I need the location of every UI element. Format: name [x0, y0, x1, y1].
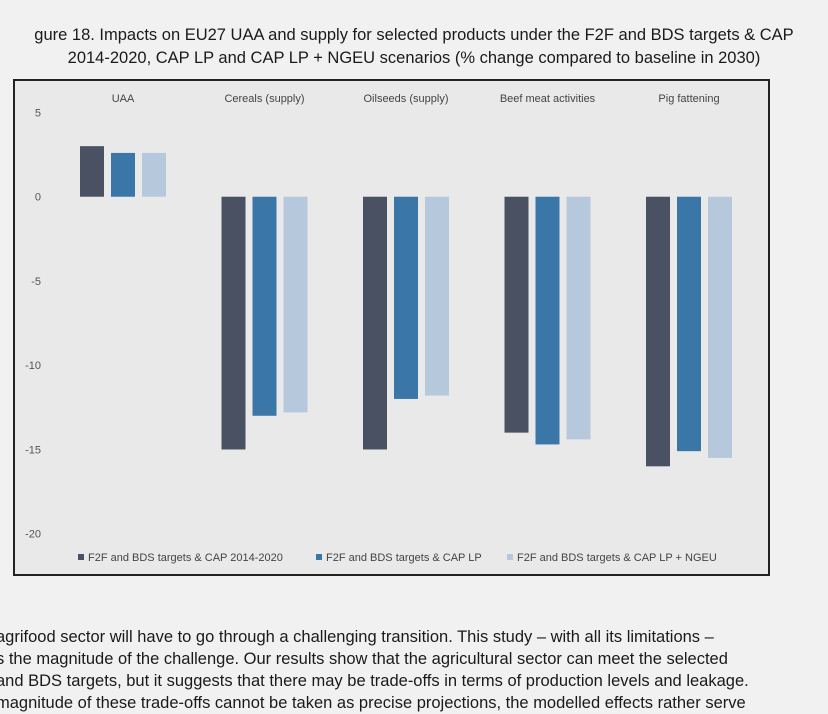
bar: [535, 196, 560, 445]
body-line: and BDS targets, but it suggests that th…: [0, 672, 749, 690]
bar: [111, 152, 135, 197]
body-line: s the magnitude of the challenge. Our re…: [0, 650, 728, 668]
bar: [80, 146, 104, 197]
bar: [252, 196, 277, 416]
y-tick-label: -15: [25, 444, 41, 456]
bar: [646, 196, 670, 467]
bar: [394, 196, 418, 399]
bar: [504, 196, 529, 433]
body-line: magnitude of these trade-offs cannot be …: [0, 694, 746, 712]
bar: [221, 196, 246, 450]
caption-line-1: gure 18. Impacts on EU27 UAA and supply …: [34, 26, 794, 44]
chart-frame: 5 0 -5 -10 -15 -20 UAA Cereals (supply) Oilseeds…: [13, 79, 770, 576]
category-label: Cereals (supply): [224, 93, 304, 105]
bar: [566, 196, 591, 440]
y-tick-label: 0: [35, 192, 41, 204]
legend-label: F2F and BDS targets & CAP 2014-2020: [88, 552, 283, 564]
y-tick-label: -5: [31, 276, 41, 288]
bar: [142, 152, 166, 197]
category-label: Beef meat activities: [500, 93, 596, 105]
bar: [677, 196, 701, 452]
bar: [363, 196, 387, 450]
y-tick-label: -10: [25, 360, 41, 372]
bar-chart: 5 0 -5 -10 -15 -20 UAA Cereals (supply) Oilseeds…: [25, 93, 732, 564]
legend-swatch: [507, 554, 513, 560]
figure-caption: gure 18. Impacts on EU27 UAA and supply …: [0, 24, 828, 70]
y-tick-label: 5: [35, 107, 41, 119]
category-label: UAA: [112, 93, 135, 105]
y-tick-label: -20: [25, 529, 41, 541]
body-paragraph: agrifood sector will have to go through …: [0, 626, 828, 714]
legend-label: F2F and BDS targets & CAP LP + NGEU: [517, 552, 717, 564]
category-label: Pig fattening: [658, 93, 719, 105]
legend-label: F2F and BDS targets & CAP LP: [326, 552, 482, 564]
legend-swatch: [78, 554, 84, 560]
bar: [708, 196, 732, 458]
legend-swatch: [316, 554, 322, 560]
bar: [425, 196, 449, 396]
category-label: Oilseeds (supply): [364, 93, 449, 105]
caption-line-2: 2014-2020, CAP LP and CAP LP + NGEU scen…: [67, 49, 761, 67]
body-line: agrifood sector will have to go through …: [0, 628, 714, 646]
bar: [283, 196, 308, 413]
